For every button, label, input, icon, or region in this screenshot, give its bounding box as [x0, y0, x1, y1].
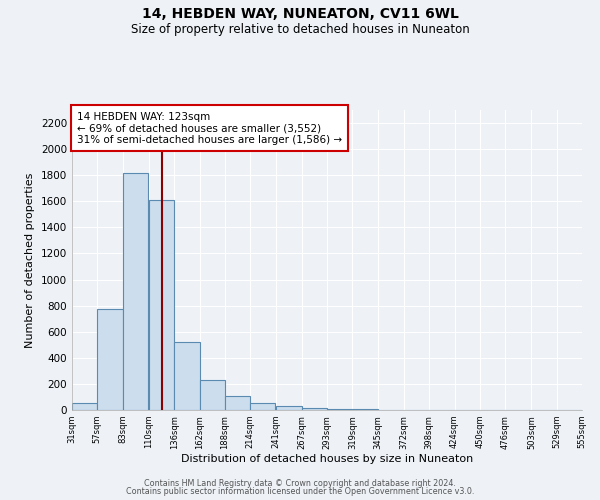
Bar: [149, 200, 174, 410]
Bar: [277, 406, 302, 410]
Text: Contains HM Land Registry data © Crown copyright and database right 2024.: Contains HM Land Registry data © Crown c…: [144, 478, 456, 488]
X-axis label: Distribution of detached houses by size in Nuneaton: Distribution of detached houses by size …: [181, 454, 473, 464]
Text: 14 HEBDEN WAY: 123sqm
← 69% of detached houses are smaller (3,552)
31% of semi-d: 14 HEBDEN WAY: 123sqm ← 69% of detached …: [77, 112, 342, 144]
Bar: [199, 380, 225, 410]
Bar: [225, 396, 250, 410]
Bar: [327, 408, 352, 410]
Bar: [250, 403, 275, 410]
Bar: [97, 309, 122, 410]
Bar: [174, 342, 200, 410]
Text: 14, HEBDEN WAY, NUNEATON, CV11 6WL: 14, HEBDEN WAY, NUNEATON, CV11 6WL: [142, 8, 458, 22]
Bar: [122, 172, 148, 410]
Text: Contains public sector information licensed under the Open Government Licence v3: Contains public sector information licen…: [126, 487, 474, 496]
Bar: [302, 408, 327, 410]
Bar: [72, 404, 97, 410]
Y-axis label: Number of detached properties: Number of detached properties: [25, 172, 35, 348]
Text: Size of property relative to detached houses in Nuneaton: Size of property relative to detached ho…: [131, 22, 469, 36]
